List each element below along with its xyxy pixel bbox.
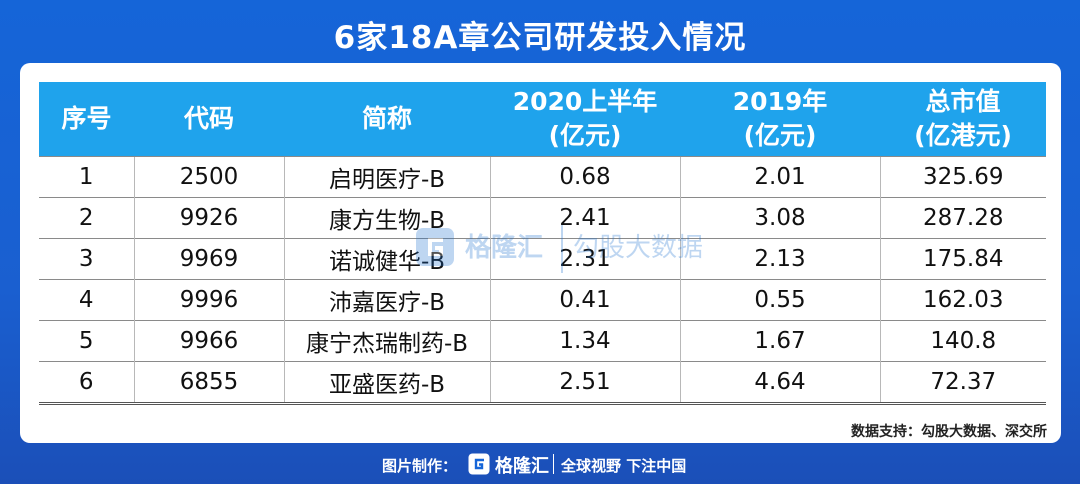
cell-code: 9966 [133,320,284,362]
page-title: 6家18A章公司研发投入情况 [333,20,747,56]
table-row: 1 2500 启明医疗-B 0.68 2.01 325.69 [39,156,1046,198]
header-code: 代码 [134,82,284,157]
cell-name: 康方生物-B [283,197,490,239]
source-note: 数据支持：勾股大数据、深交所 [851,424,1047,440]
cell-code: 9926 [133,197,284,239]
table-card: 序号 代码 简称 2020上半年 (亿元) 2019年 (亿元) 总市值 (亿港元) … [20,63,1061,443]
cell-index: 3 [39,238,134,280]
cell-market-cap: 325.69 [879,156,1046,198]
cell-market-cap: 175.84 [879,238,1046,280]
cell-code: 6855 [133,361,284,405]
header-h1-2020: 2020上半年 (亿元) [490,82,680,157]
table-row: 4 9996 沛嘉医疗-B 0.41 0.55 162.03 [39,279,1046,321]
table-row: 3 9969 诺诚健华-B 2.31 2.13 175.84 [39,238,1046,280]
cell-name: 诺诚健华-B [283,238,490,280]
cell-h1-2020: 0.68 [489,156,680,198]
header-name: 简称 [284,82,490,157]
cell-h1-2020: 2.41 [489,197,680,239]
cell-market-cap: 287.28 [879,197,1046,239]
header-index: 序号 [39,82,134,157]
table-header-row: 序号 代码 简称 2020上半年 (亿元) 2019年 (亿元) 总市值 (亿港元) [39,82,1046,157]
cell-2019: 3.08 [679,197,880,239]
footer-slogan: 全球视野 下注中国 [561,457,687,475]
cell-name: 亚盛医药-B [283,361,490,405]
footer-brand: 格隆汇 [495,456,549,477]
cell-2019: 2.13 [679,238,880,280]
footer-credit: 图片制作： [382,457,458,475]
table-row: 2 9926 康方生物-B 2.41 3.08 287.28 [39,197,1046,239]
cell-h1-2020: 2.31 [489,238,680,280]
table-row: 5 9966 康宁杰瑞制药-B 1.34 1.67 140.8 [39,320,1046,362]
cell-2019: 1.67 [679,320,880,362]
cell-name: 沛嘉医疗-B [283,279,490,321]
cell-code: 9996 [133,279,284,321]
cell-h1-2020: 1.34 [489,320,680,362]
cell-code: 9969 [133,238,284,280]
cell-h1-2020: 0.41 [489,279,680,321]
footer-divider [553,454,554,474]
cell-index: 2 [39,197,134,239]
cell-2019: 4.64 [679,361,880,405]
header-2019: 2019年 (亿元) [680,82,880,157]
cell-h1-2020: 2.51 [489,361,680,405]
cell-index: 1 [39,156,134,198]
cell-name: 康宁杰瑞制药-B [283,320,490,362]
gelonghui-logo-icon [468,453,490,475]
header-market-cap: 总市值 (亿港元) [880,82,1046,157]
cell-index: 4 [39,279,134,321]
cell-market-cap: 140.8 [879,320,1046,362]
cell-market-cap: 162.03 [879,279,1046,321]
research-investment-table: 序号 代码 简称 2020上半年 (亿元) 2019年 (亿元) 总市值 (亿港元) … [39,82,1046,405]
cell-name: 启明医疗-B [283,156,490,198]
cell-index: 6 [39,361,134,405]
cell-code: 2500 [133,156,284,198]
table-row: 6 6855 亚盛医药-B 2.51 4.64 72.37 [39,361,1046,405]
footer: 图片制作： 格隆汇 全球视野 下注中国 [0,444,1080,484]
cell-2019: 0.55 [679,279,880,321]
cell-2019: 2.01 [679,156,880,198]
cell-market-cap: 72.37 [879,361,1046,405]
cell-index: 5 [39,320,134,362]
